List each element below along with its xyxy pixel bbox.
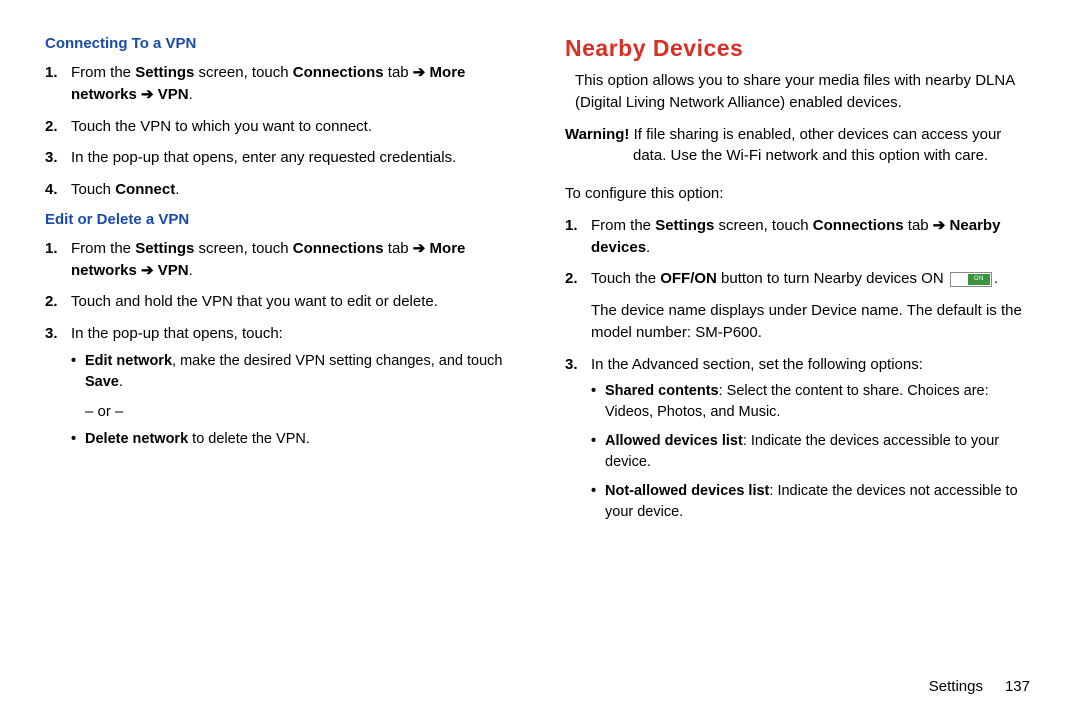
arrow-icon: ➔ [413, 240, 426, 257]
step-number: 2. [45, 116, 58, 138]
heading-edit-delete-vpn: Edit or Delete a VPN [45, 211, 515, 228]
step-item: 1. From the Settings screen, touch Conne… [591, 215, 1035, 259]
arrow-icon: ➔ [413, 64, 426, 81]
arrow-icon: ➔ [141, 86, 154, 103]
sub-bullets: Edit network, make the desired VPN setti… [71, 351, 515, 393]
step-number: 2. [45, 291, 58, 313]
device-name-note: The device name displays under Device na… [591, 300, 1035, 344]
heading-nearby-devices: Nearby Devices [565, 35, 1035, 62]
sub-bullets: Delete network to delete the VPN. [71, 429, 515, 450]
page-number: 137 [1005, 678, 1030, 695]
step-item: 3. In the pop-up that opens, touch: Edit… [71, 323, 515, 450]
edit-delete-steps: 1. From the Settings screen, touch Conne… [45, 238, 515, 450]
configure-intro: To configure this option: [565, 183, 1035, 205]
warning-label: Warning! [565, 126, 629, 143]
step-number: 3. [45, 323, 58, 345]
or-separator: – or – [85, 401, 515, 423]
bullet-item: Edit network, make the desired VPN setti… [85, 351, 515, 393]
page-footer: Settings 137 [929, 678, 1030, 695]
step-item: 1. From the Settings screen, touch Conne… [71, 238, 515, 282]
connecting-steps: 1. From the Settings screen, touch Conne… [45, 62, 515, 201]
on-toggle-icon: ON [950, 272, 992, 287]
step-number: 2. [565, 268, 578, 290]
arrow-icon: ➔ [933, 217, 946, 234]
footer-section: Settings [929, 678, 983, 695]
advanced-options: Shared contents: Select the content to s… [591, 381, 1035, 523]
step-item: 2. Touch and hold the VPN that you want … [71, 291, 515, 313]
bullet-item: Shared contents: Select the content to s… [605, 381, 1035, 423]
warning-paragraph: Warning! If file sharing is enabled, oth… [565, 124, 1035, 168]
step-item: 2. Touch the OFF/ON button to turn Nearb… [591, 268, 1035, 343]
step-number: 1. [565, 215, 578, 237]
heading-connecting-vpn: Connecting To a VPN [45, 35, 515, 52]
step-item: 2. Touch the VPN to which you want to co… [71, 116, 515, 138]
step-number: 3. [45, 147, 58, 169]
step-number: 1. [45, 62, 58, 84]
intro-paragraph: This option allows you to share your med… [565, 70, 1035, 114]
step-item: 3. In the Advanced section, set the foll… [591, 354, 1035, 524]
bullet-item: Not-allowed devices list: Indicate the d… [605, 481, 1035, 523]
step-number: 1. [45, 238, 58, 260]
left-column: Connecting To a VPN 1. From the Settings… [45, 35, 515, 700]
step-item: 3. In the pop-up that opens, enter any r… [71, 147, 515, 169]
step-item: 4. Touch Connect. [71, 179, 515, 201]
right-column: Nearby Devices This option allows you to… [565, 35, 1035, 700]
arrow-icon: ➔ [141, 262, 154, 279]
configure-steps: 1. From the Settings screen, touch Conne… [565, 215, 1035, 524]
step-item: 1. From the Settings screen, touch Conne… [71, 62, 515, 106]
step-number: 4. [45, 179, 58, 201]
step-number: 3. [565, 354, 578, 376]
bullet-item: Allowed devices list: Indicate the devic… [605, 431, 1035, 473]
bullet-item: Delete network to delete the VPN. [85, 429, 515, 450]
